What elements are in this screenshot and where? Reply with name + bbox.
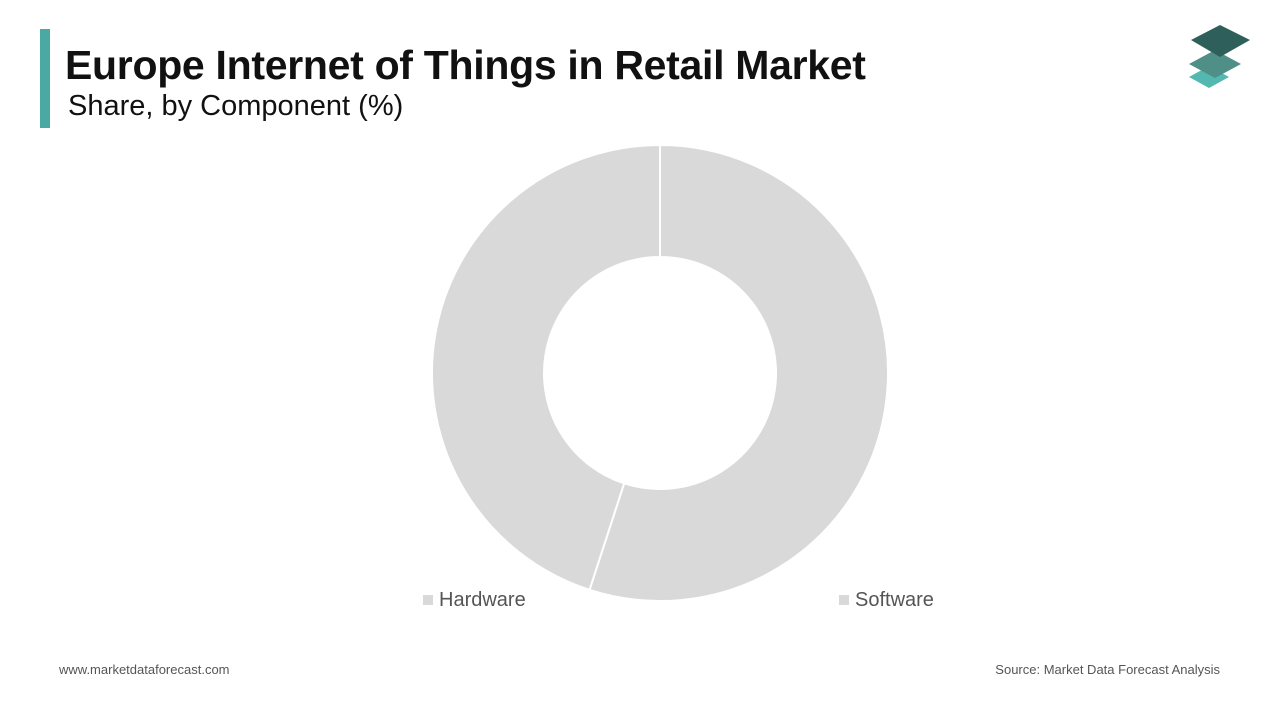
donut-slice-software bbox=[588, 143, 889, 602]
donut-slices bbox=[431, 143, 889, 602]
logo-layer-middle bbox=[1189, 50, 1241, 78]
chart-subtitle: Share, by Component (%) bbox=[68, 90, 404, 122]
legend-label-hardware: Hardware bbox=[439, 588, 526, 611]
donut-slice-hardware bbox=[431, 143, 661, 592]
legend-swatch-software bbox=[839, 595, 849, 605]
stacked-layers-logo-icon bbox=[1189, 25, 1250, 88]
legend-label-software: Software bbox=[855, 588, 934, 611]
footer-source: Source: Market Data Forecast Analysis bbox=[995, 662, 1220, 677]
logo-layer-top bbox=[1191, 25, 1250, 57]
chart-title: Europe Internet of Things in Retail Mark… bbox=[65, 42, 866, 88]
footer-website: www.marketdataforecast.com bbox=[59, 662, 230, 677]
title-accent-bar bbox=[40, 29, 50, 128]
legend-item-software: Software bbox=[839, 588, 934, 612]
legend-item-hardware: Hardware bbox=[423, 588, 526, 612]
legend-swatch-hardware bbox=[423, 595, 433, 605]
